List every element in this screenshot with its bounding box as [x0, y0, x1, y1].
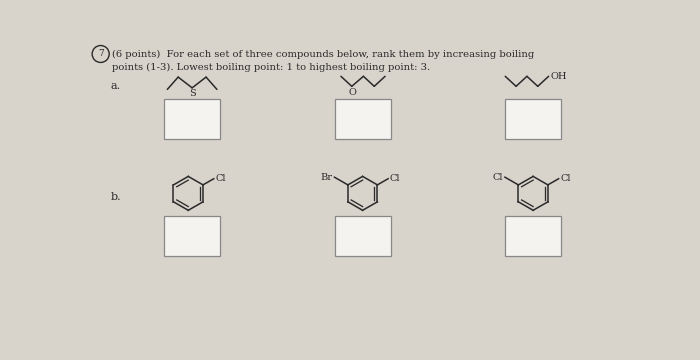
Text: a.: a. [111, 81, 121, 91]
Bar [505, 99, 561, 139]
Text: (6 points)  For each set of three compounds below, rank them by increasing boili: (6 points) For each set of three compoun… [112, 50, 535, 72]
Text: O: O [349, 88, 356, 97]
Text: Br: Br [321, 173, 333, 182]
Bar [335, 216, 391, 256]
Text: S: S [189, 89, 195, 98]
Bar [335, 99, 391, 139]
Text: Cl: Cl [560, 174, 570, 183]
Text: OH: OH [550, 72, 567, 81]
Bar [505, 216, 561, 256]
Text: Cl: Cl [493, 173, 503, 182]
Bar [164, 99, 220, 139]
Text: b.: b. [111, 192, 121, 202]
Text: Cl: Cl [216, 174, 226, 183]
Text: Cl: Cl [390, 174, 400, 183]
Bar [164, 216, 220, 256]
Text: 7: 7 [98, 49, 104, 58]
